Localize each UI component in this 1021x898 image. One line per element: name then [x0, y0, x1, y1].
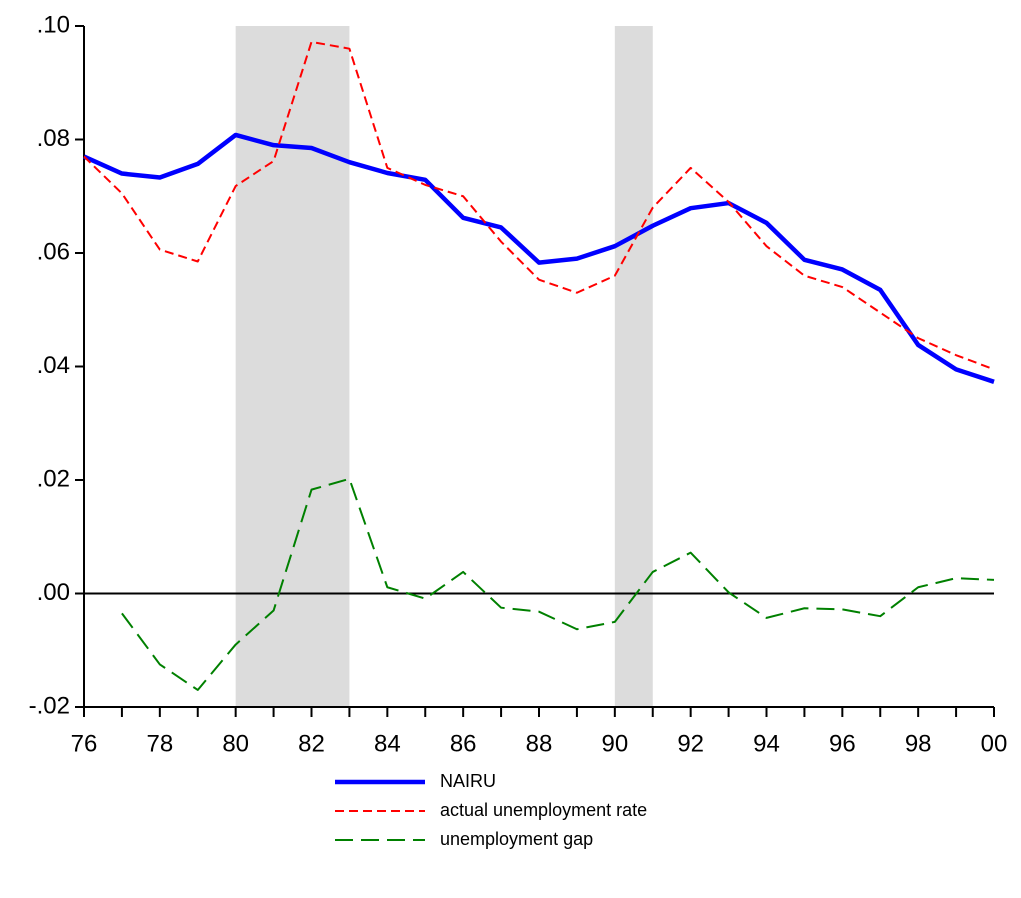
x-tick-label: 78 [146, 730, 173, 757]
y-tick-label: .02 [37, 465, 70, 492]
series-line [121, 477, 995, 691]
x-tick-label: 86 [450, 730, 477, 757]
legend-label: actual unemployment rate [440, 800, 647, 820]
x-tick-label: 90 [601, 730, 628, 757]
y-tick-label: .08 [37, 125, 70, 152]
x-tick-label: 84 [374, 730, 401, 757]
y-tick-label: .10 [37, 11, 70, 38]
x-tick-label: 96 [829, 730, 856, 757]
recession-band [614, 26, 653, 707]
y-tick-label: .06 [37, 238, 70, 265]
x-tick-label: 92 [677, 730, 704, 757]
legend-label: unemployment gap [440, 829, 593, 849]
recession-band [235, 26, 350, 707]
y-tick-label: .04 [37, 352, 70, 379]
x-tick-label: 82 [298, 730, 325, 757]
x-tick-label: 88 [526, 730, 553, 757]
x-tick-label: 98 [905, 730, 932, 757]
x-tick-label: 76 [71, 730, 98, 757]
y-tick-label: -.02 [29, 692, 70, 719]
series-line [83, 132, 995, 384]
x-tick-label: 00 [981, 730, 1008, 757]
series-line [83, 40, 995, 371]
legend-label: NAIRU [440, 771, 496, 791]
x-tick-label: 94 [753, 730, 780, 757]
x-tick-label: 80 [222, 730, 249, 757]
y-tick-label: .00 [37, 579, 70, 606]
